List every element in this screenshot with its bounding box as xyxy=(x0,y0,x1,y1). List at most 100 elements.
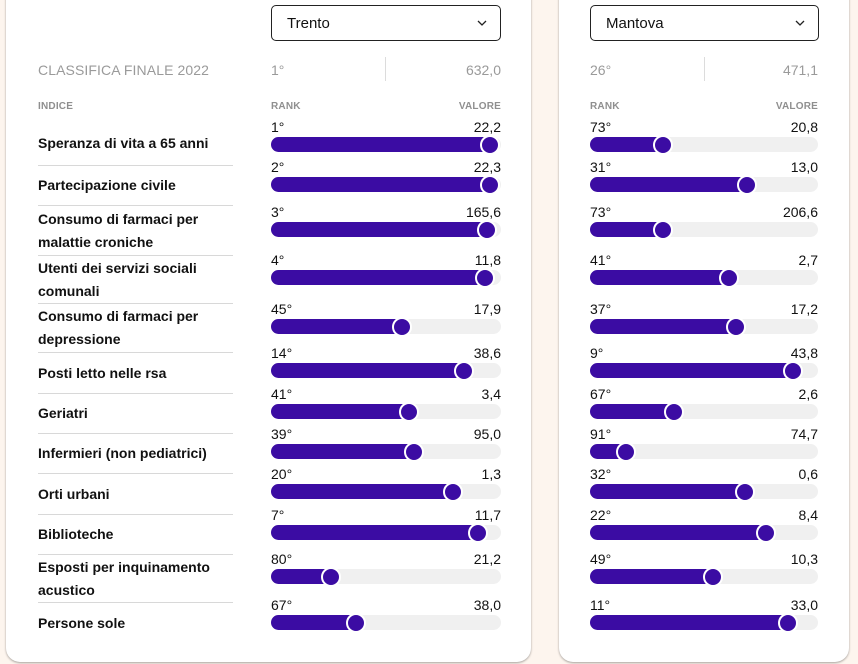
bar-fill xyxy=(590,363,793,378)
bar-knob[interactable] xyxy=(652,220,673,240)
metric-value: 22,2 xyxy=(473,119,501,135)
index-label: Consumo di farmaci per depressione xyxy=(38,304,233,353)
city-select-left[interactable]: Trento xyxy=(271,5,501,41)
index-label: Persone sole xyxy=(38,614,126,631)
metric-row: 45° 17,9 xyxy=(271,301,501,341)
bar-track xyxy=(590,567,818,587)
index-label: Speranza di vita a 65 anni xyxy=(38,122,233,166)
metric-value: 3,4 xyxy=(481,386,501,402)
bar-track xyxy=(590,175,818,195)
bar-fill xyxy=(590,404,675,419)
metric-rank: 1° xyxy=(271,119,285,135)
metric-rank: 9° xyxy=(590,345,604,361)
bar-track xyxy=(590,613,818,633)
bar-knob[interactable] xyxy=(737,175,758,195)
bar-knob[interactable] xyxy=(616,442,637,462)
column-header-rank: RANK xyxy=(271,101,301,112)
metric-row: 31° 13,0 xyxy=(590,159,818,199)
index-label: Posti letto nelle rsa xyxy=(38,353,233,394)
metric-row: 39° 95,0 xyxy=(271,426,501,466)
metric-row: 37° 17,2 xyxy=(590,301,818,341)
bar-knob[interactable] xyxy=(719,268,740,288)
bar-knob[interactable] xyxy=(782,361,803,381)
bar-knob[interactable] xyxy=(755,523,776,543)
divider xyxy=(704,57,705,81)
bar-knob[interactable] xyxy=(474,268,495,288)
bar-knob[interactable] xyxy=(652,135,673,155)
index-label: Utenti dei servizi sociali comunali xyxy=(38,256,233,304)
metric-row: 7° 11,7 xyxy=(271,507,501,547)
metric-row: 11° 33,0 xyxy=(590,597,818,637)
bar-track xyxy=(271,442,501,462)
chevron-down-icon xyxy=(795,20,805,26)
metric-row: 73° 206,6 xyxy=(590,204,818,244)
metric-rank: 80° xyxy=(271,551,293,567)
bar-knob[interactable] xyxy=(442,482,463,502)
bar-knob[interactable] xyxy=(399,402,419,422)
bar-fill xyxy=(590,222,663,237)
divider xyxy=(385,57,386,81)
metric-row: 22° 8,4 xyxy=(590,507,818,547)
metric-rank: 39° xyxy=(271,426,293,442)
bar-knob[interactable] xyxy=(392,317,413,337)
column-header-value: VALORE xyxy=(775,101,818,112)
bar-knob[interactable] xyxy=(454,361,475,381)
bar-knob[interactable] xyxy=(468,523,488,543)
bar-knob[interactable] xyxy=(664,402,685,422)
metric-rank: 7° xyxy=(271,507,285,523)
index-label: Esposti per inquinamento acustico xyxy=(38,555,233,603)
final-rank: 26° xyxy=(590,62,612,78)
metric-value: 1,3 xyxy=(481,466,501,482)
bar-track xyxy=(271,268,501,288)
column-header-rank: RANK xyxy=(590,101,620,112)
bar-knob[interactable] xyxy=(477,220,498,240)
bar-fill xyxy=(590,615,789,630)
city-select-value: Trento xyxy=(287,14,330,32)
metric-rank: 91° xyxy=(590,426,612,442)
bar-track xyxy=(271,482,501,502)
metric-rank: 20° xyxy=(271,466,293,482)
chevron-down-icon xyxy=(477,20,487,26)
bar-knob[interactable] xyxy=(725,317,746,337)
metric-value: 11,8 xyxy=(474,252,501,268)
bar-knob[interactable] xyxy=(703,567,724,587)
metric-value: 21,2 xyxy=(473,551,501,567)
city-select-value: Mantova xyxy=(606,14,664,32)
bar-fill xyxy=(271,177,490,192)
bar-track xyxy=(271,175,501,195)
bar-track xyxy=(590,402,818,422)
bar-knob[interactable] xyxy=(346,613,367,633)
bar-knob[interactable] xyxy=(403,442,424,462)
metric-rank: 4° xyxy=(271,252,285,268)
metric-row: 4° 11,8 xyxy=(271,252,501,292)
bar-knob[interactable] xyxy=(735,482,756,502)
bar-track xyxy=(590,268,818,288)
bar-track xyxy=(271,523,501,543)
bar-fill xyxy=(271,569,331,584)
city-select-right[interactable]: Mantova xyxy=(590,5,819,41)
bar-track xyxy=(590,220,818,240)
bar-knob[interactable] xyxy=(479,135,500,155)
bar-fill xyxy=(590,319,736,334)
index-label: Biblioteche xyxy=(38,515,233,555)
metric-value: 11,7 xyxy=(474,507,501,523)
metric-value: 38,6 xyxy=(473,345,501,361)
bar-track xyxy=(590,482,818,502)
metric-value: 33,0 xyxy=(790,597,818,613)
bar-knob[interactable] xyxy=(778,613,799,633)
column-header-index: INDICE xyxy=(38,101,74,112)
metric-row: 9° 43,8 xyxy=(590,345,818,385)
metric-value: 0,6 xyxy=(798,466,818,482)
bar-track xyxy=(590,317,818,337)
metric-row: 14° 38,6 xyxy=(271,345,501,385)
index-label: Orti urbani xyxy=(38,474,233,515)
bar-fill xyxy=(271,222,488,237)
metric-value: 13,0 xyxy=(790,159,818,175)
bar-fill xyxy=(590,525,766,540)
metric-rank: 3° xyxy=(271,204,285,220)
index-label: Partecipazione civile xyxy=(38,166,233,206)
bar-knob[interactable] xyxy=(320,567,341,587)
bar-knob[interactable] xyxy=(479,175,500,195)
metric-row: 2° 22,3 xyxy=(271,159,501,199)
metric-rank: 49° xyxy=(590,551,612,567)
